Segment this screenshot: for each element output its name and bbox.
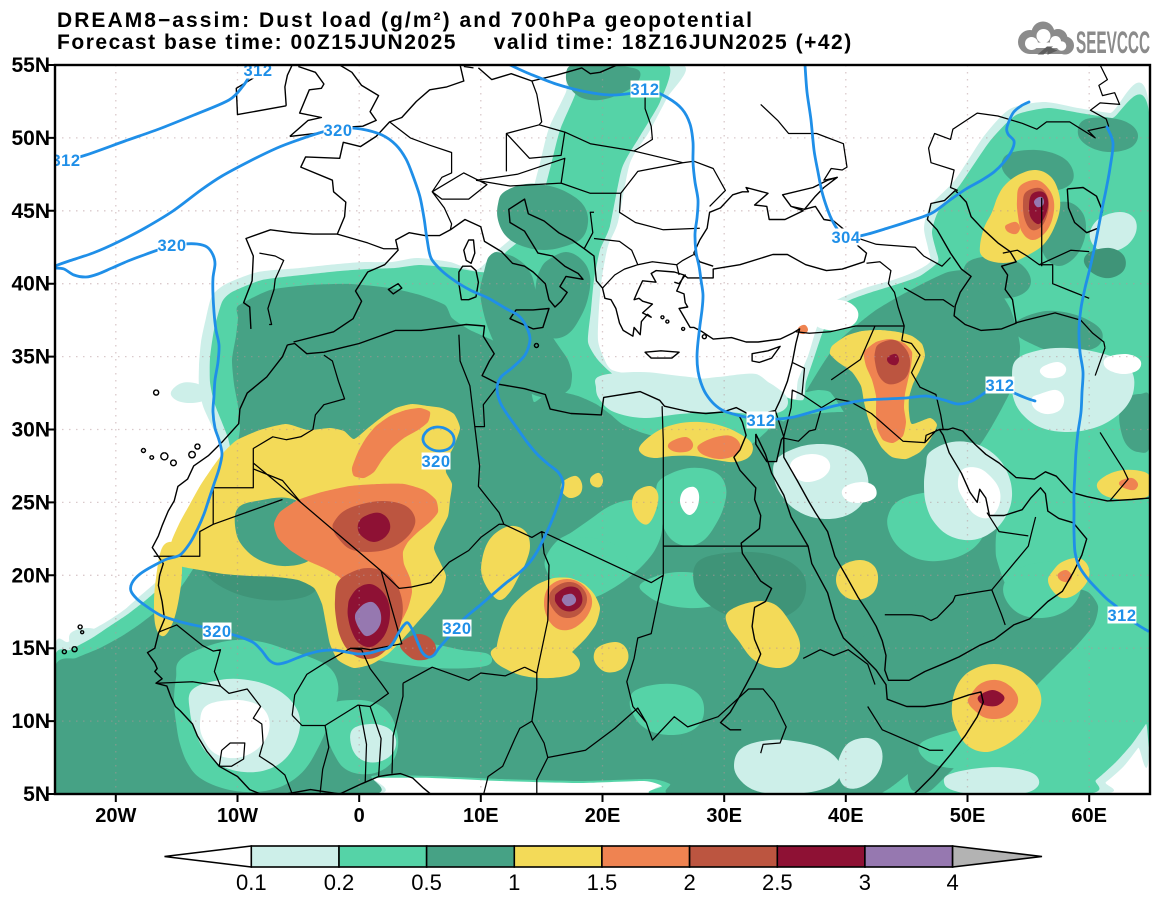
svg-text:5N: 5N <box>23 783 50 806</box>
svg-text:320: 320 <box>323 122 352 140</box>
svg-text:20E: 20E <box>585 805 621 827</box>
svg-text:320: 320 <box>157 237 186 255</box>
svg-text:320: 320 <box>202 623 231 641</box>
svg-text:40E: 40E <box>828 805 864 827</box>
svg-text:20W: 20W <box>95 805 136 827</box>
svg-text:20N: 20N <box>11 564 50 587</box>
svg-text:DREAM8−assim: Dust load (g/m²): DREAM8−assim: Dust load (g/m²) and 700hP… <box>57 9 754 32</box>
svg-text:SEEVCCC: SEEVCCC <box>1076 24 1150 60</box>
svg-text:60E: 60E <box>1071 805 1107 827</box>
svg-text:2: 2 <box>683 870 695 895</box>
svg-text:4: 4 <box>946 870 958 895</box>
svg-text:0: 0 <box>354 805 365 827</box>
svg-text:320: 320 <box>442 620 471 638</box>
svg-text:10N: 10N <box>11 710 50 733</box>
svg-text:2.5: 2.5 <box>762 870 793 895</box>
svg-text:304: 304 <box>831 229 860 247</box>
svg-text:0.1: 0.1 <box>236 870 267 895</box>
svg-text:45N: 45N <box>11 200 50 223</box>
svg-text:320: 320 <box>421 453 450 471</box>
svg-text:1: 1 <box>508 870 520 895</box>
svg-text:10W: 10W <box>217 805 258 827</box>
svg-text:0.5: 0.5 <box>411 870 442 895</box>
svg-text:30N: 30N <box>11 419 50 442</box>
svg-text:312: 312 <box>243 62 272 80</box>
svg-text:1.5: 1.5 <box>587 870 618 895</box>
svg-text:35N: 35N <box>11 346 50 369</box>
svg-text:15N: 15N <box>11 637 50 660</box>
svg-text:Forecast base time: 00Z15JUN20: Forecast base time: 00Z15JUN2025 valid t… <box>57 31 853 54</box>
svg-text:50E: 50E <box>950 805 986 827</box>
svg-text:25N: 25N <box>11 491 50 514</box>
svg-text:55N: 55N <box>11 54 50 77</box>
svg-text:312: 312 <box>985 377 1014 395</box>
svg-text:312: 312 <box>630 81 659 99</box>
svg-text:30E: 30E <box>706 805 742 827</box>
svg-text:312: 312 <box>51 152 80 170</box>
svg-text:10E: 10E <box>463 805 499 827</box>
svg-text:40N: 40N <box>11 273 50 296</box>
svg-text:50N: 50N <box>11 127 50 150</box>
svg-text:0.2: 0.2 <box>324 870 355 895</box>
svg-text:312: 312 <box>746 412 775 430</box>
svg-text:312: 312 <box>1107 607 1136 625</box>
svg-text:3: 3 <box>859 870 871 895</box>
